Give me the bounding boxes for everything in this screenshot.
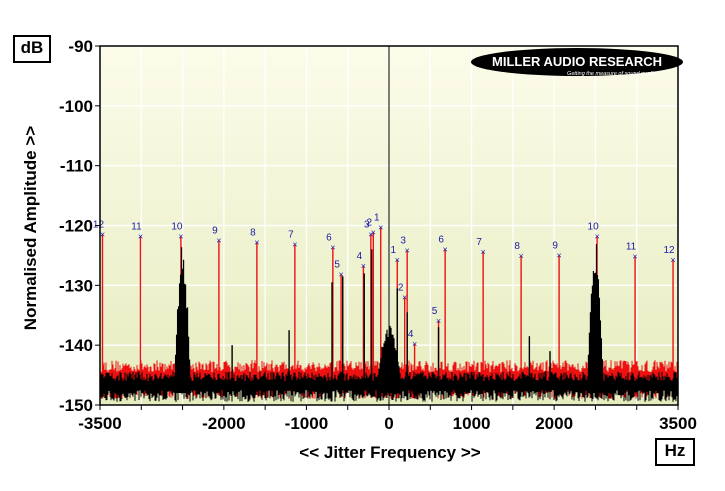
data-label-21: 10 — [588, 221, 600, 232]
data-point-marker-3: × — [216, 235, 221, 245]
data-point-marker-4: × — [254, 237, 259, 247]
data-point-marker-18: × — [480, 247, 485, 257]
data-label-11: 1 — [374, 212, 380, 223]
x-tick-label-1: -2000 — [202, 414, 245, 433]
data-point-marker-23: × — [670, 255, 675, 265]
data-point-marker-2: × — [178, 231, 183, 241]
data-label-14: 3 — [400, 236, 406, 247]
data-label-4: 8 — [250, 227, 256, 238]
x-tick-label-2: -1000 — [285, 414, 328, 433]
black-series — [99, 244, 679, 402]
data-label-0: 12 — [93, 219, 105, 230]
data-point-marker-5: × — [292, 240, 297, 250]
data-point-marker-11: × — [378, 222, 383, 232]
data-label-8: 4 — [357, 251, 363, 262]
data-label-9: 3 — [364, 219, 370, 230]
data-point-marker-20: × — [556, 250, 561, 260]
y-unit-label: dB — [13, 35, 51, 63]
data-point-marker-0: × — [100, 229, 105, 239]
data-label-17: 6 — [438, 234, 444, 245]
data-label-15: 4 — [408, 329, 414, 340]
data-point-marker-14: × — [405, 246, 410, 256]
y-tick-label-2: -110 — [60, 157, 93, 176]
data-label-7: 5 — [334, 260, 340, 271]
data-point-marker-9: × — [368, 229, 373, 239]
logo-tagline: Getting the measure of sound quality — [567, 71, 658, 77]
data-point-marker-15: × — [412, 339, 417, 349]
y-tick-label-4: -130 — [59, 276, 93, 295]
data-point-marker-22: × — [632, 252, 637, 262]
data-label-3: 9 — [212, 225, 218, 236]
data-label-12: 1 — [390, 245, 396, 256]
logo-title: MILLER AUDIO RESEARCH — [492, 54, 662, 69]
x-tick-label-5: 2000 — [535, 414, 573, 433]
black-hump-2 — [376, 325, 402, 393]
y-tick-label-6: -150 — [59, 396, 93, 415]
data-label-2: 10 — [171, 221, 183, 232]
x-axis-title: << Jitter Frequency >> — [299, 443, 480, 462]
y-tick-label-5: -140 — [59, 336, 93, 355]
y-tick-label-0: -90 — [68, 37, 93, 56]
data-point-marker-17: × — [443, 244, 448, 254]
markers: ×12×11×10×9×8×7×6×5 ×4×3×2 ×1×1×2×3×4×5×6×… — [93, 212, 676, 349]
axes: -90 -100 -110 -120 -130 -140 -150-3500 -2000 -10… — [21, 37, 697, 462]
data-point-marker-6: × — [330, 243, 335, 253]
data-point-marker-19: × — [518, 251, 523, 261]
data-label-18: 7 — [476, 237, 482, 248]
logo: MILLER AUDIO RESEARCH Getting the measure… — [471, 48, 683, 77]
x-tick-label-6: 3500 — [659, 414, 697, 433]
x-unit-label: Hz — [655, 438, 695, 466]
logo-ellipse — [471, 48, 683, 76]
data-point-marker-16: × — [436, 316, 441, 326]
x-tick-label-4: 1000 — [453, 414, 491, 433]
data-point-marker-8: × — [361, 261, 366, 271]
black-hump-1 — [586, 244, 605, 393]
data-label-5: 7 — [288, 230, 294, 241]
data-label-1: 11 — [131, 221, 142, 232]
data-point-marker-10: × — [371, 228, 376, 238]
x-tick-label-0: -3500 — [78, 414, 121, 433]
data-label-6: 6 — [326, 233, 332, 244]
data-point-marker-7: × — [338, 270, 343, 280]
y-axis-title: Normalised Amplitude >> — [21, 126, 40, 330]
data-point-marker-12: × — [395, 255, 400, 265]
black-hump-0 — [173, 247, 192, 393]
data-point-marker-1: × — [138, 231, 143, 241]
x-tick-label-3: 0 — [384, 414, 393, 433]
y-tick-label-3: -120 — [59, 217, 93, 236]
data-label-10: 2 — [367, 218, 373, 229]
y-tick-label-1: -100 — [59, 97, 93, 116]
data-label-23: 12 — [663, 245, 675, 256]
data-point-marker-21: × — [594, 231, 599, 241]
data-label-20: 9 — [552, 240, 558, 251]
data-label-13: 2 — [398, 282, 404, 293]
data-label-22: 11 — [626, 242, 637, 253]
data-point-marker-13: × — [402, 292, 407, 302]
data-label-19: 8 — [514, 241, 520, 252]
data-label-16: 5 — [432, 306, 438, 317]
